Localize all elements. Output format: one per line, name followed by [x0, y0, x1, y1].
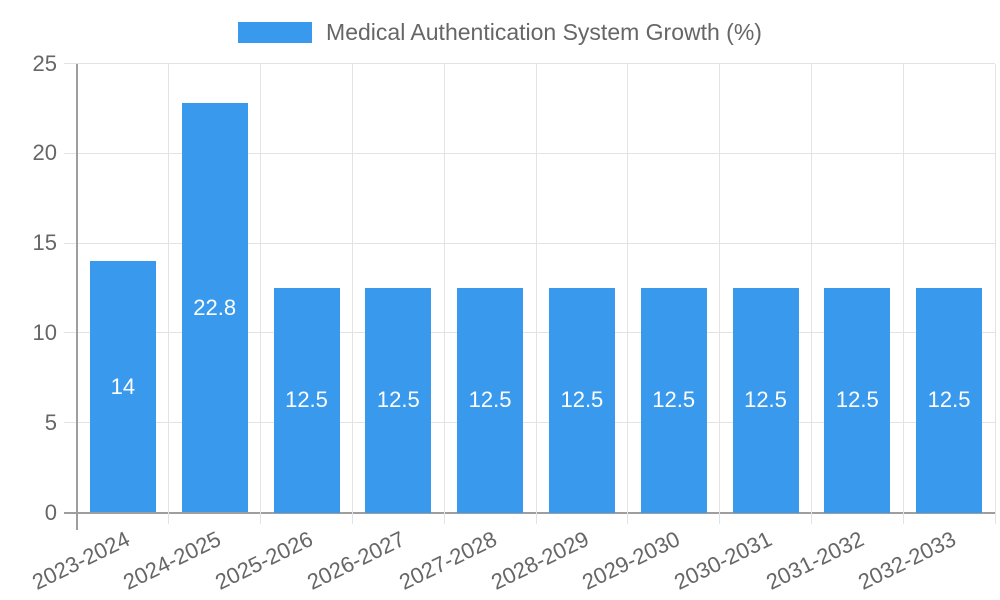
x-gridline: [994, 63, 996, 524]
legend-label: Medical Authentication System Growth (%): [326, 19, 762, 45]
x-tick-label-text: 2026-2027: [303, 525, 409, 595]
bar-value-label: 22.8: [193, 294, 237, 320]
x-gridline: [719, 63, 721, 524]
x-tick-label-text: 2029-2030: [578, 525, 685, 595]
x-tick-label-text: 2024-2025: [119, 525, 226, 595]
x-gridline: [443, 63, 445, 524]
bar[interactable]: [89, 261, 156, 513]
y-tick-label: 20: [32, 140, 57, 166]
legend[interactable]: Medical Authentication System Growth (%): [0, 19, 1000, 45]
x-gridline: [902, 63, 904, 524]
y-tick-label: 25: [32, 50, 57, 76]
bar[interactable]: [732, 288, 799, 513]
y-gridline: [64, 422, 995, 424]
x-tick-label-text: 2023-2024: [27, 525, 134, 595]
bar-value-label: 12.5: [376, 387, 420, 413]
y-tick-label: 5: [44, 409, 57, 435]
x-gridline: [810, 63, 812, 524]
bar[interactable]: [457, 288, 524, 513]
x-gridline: [351, 63, 353, 524]
x-gridline: [168, 63, 170, 524]
y-axis-line: [76, 63, 78, 530]
bar-value-label: 12.5: [744, 387, 787, 413]
bar[interactable]: [640, 288, 707, 513]
x-gridline: [627, 63, 629, 524]
bar-value-label: 12.5: [835, 387, 879, 413]
y-tick-label: 0: [44, 499, 57, 525]
x-tick-label-text: 2032-2033: [854, 525, 960, 595]
bar[interactable]: [181, 103, 248, 513]
x-tick-label-text: 2025-2026: [211, 525, 318, 595]
bar-value-label: 12.5: [927, 387, 971, 413]
x-gridline: [535, 63, 537, 524]
y-gridline: [64, 332, 995, 334]
y-gridline: [64, 152, 995, 154]
bar[interactable]: [548, 288, 615, 513]
bar-value-label: 12.5: [468, 387, 512, 413]
bar-value-label: 12.5: [560, 387, 604, 413]
x-tick-label-text: 2031-2032: [762, 525, 868, 595]
x-tick-label-text: 2028-2029: [486, 525, 593, 595]
y-tick-label: 10: [32, 319, 57, 345]
x-tick-label-text: 2030-2031: [670, 525, 777, 595]
y-gridline: [64, 242, 995, 244]
bar-value-label: 12.5: [285, 387, 328, 413]
y-gridline: [64, 63, 995, 64]
bar[interactable]: [365, 288, 432, 513]
bar[interactable]: [916, 288, 983, 513]
x-tick-label-text: 2027-2028: [395, 525, 501, 595]
bar[interactable]: [273, 288, 340, 513]
x-axis-line: [64, 511, 995, 514]
bar[interactable]: [824, 288, 891, 513]
legend-swatch: [238, 21, 313, 43]
bar-value-label: 14: [110, 373, 136, 399]
bar-value-label: 12.5: [652, 387, 696, 413]
y-tick-label: 15: [32, 230, 57, 256]
x-gridline: [260, 63, 262, 524]
